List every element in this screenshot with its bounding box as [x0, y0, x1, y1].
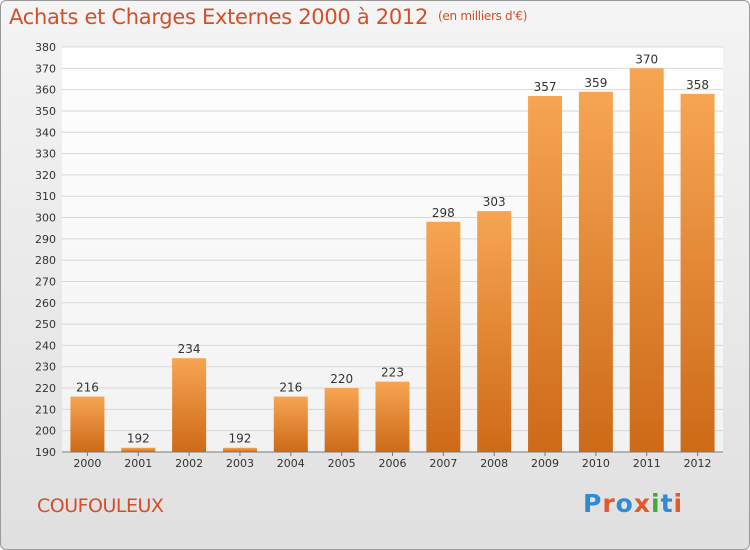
y-tick-label: 370 [35, 62, 56, 75]
chart-unit-label: (en milliers d'€) [438, 9, 528, 23]
bar-2012 [680, 93, 715, 452]
logo-letter: x [633, 489, 651, 518]
x-tick-label-2003: 2003 [226, 457, 254, 470]
logo-letter: P [583, 489, 603, 518]
x-tick-label-2008: 2008 [480, 457, 508, 470]
bar-2003 [222, 447, 257, 452]
y-tick-label: 340 [35, 126, 56, 139]
bar-2004 [273, 396, 308, 452]
data-label-2008: 303 [483, 195, 506, 209]
bar-2002 [172, 358, 207, 452]
data-label-2007: 298 [432, 206, 455, 220]
bar-2005 [324, 388, 359, 452]
bar-2008 [477, 211, 512, 452]
x-tick-label-2012: 2012 [684, 457, 712, 470]
x-tick-label-2010: 2010 [582, 457, 610, 470]
bar-2006 [375, 381, 410, 452]
y-tick-label: 260 [35, 297, 56, 310]
data-label-2006: 223 [381, 366, 404, 380]
logo-letter: r [602, 489, 616, 518]
y-tick-label: 250 [35, 318, 56, 331]
data-label-2001: 192 [127, 432, 150, 446]
data-label-2003: 192 [229, 432, 252, 446]
y-tick-label: 320 [35, 169, 56, 182]
y-tick-label: 200 [35, 425, 56, 438]
commune-name: COUFOULEUX [37, 495, 164, 517]
data-label-2004: 216 [279, 381, 302, 395]
y-tick-label: 380 [35, 41, 56, 54]
x-tick-label-2005: 2005 [328, 457, 356, 470]
data-label-2010: 359 [584, 76, 607, 90]
logo-letter: t [660, 489, 674, 518]
logo-letter: i [673, 489, 684, 518]
x-tick-label-2002: 2002 [175, 457, 203, 470]
data-label-2002: 234 [178, 342, 201, 356]
x-tick-label-2009: 2009 [531, 457, 559, 470]
y-tick-label: 350 [35, 105, 56, 118]
chart-title-text: Achats et Charges Externes 2000 à 2012 [9, 5, 429, 29]
y-tick-label: 290 [35, 233, 56, 246]
y-tick-label: 300 [35, 212, 56, 225]
data-label-2012: 358 [686, 78, 709, 92]
chart-title: Achats et Charges Externes 2000 à 2012 (e… [9, 5, 527, 29]
y-tick-label: 190 [35, 446, 56, 459]
bar-2001 [121, 447, 156, 452]
bar-2000 [70, 396, 105, 452]
x-tick-label-2001: 2001 [124, 457, 152, 470]
data-labels: 216 192 234 192 216 220 223 298 303 357 359 370 358 [76, 52, 709, 445]
y-tick-label: 280 [35, 254, 56, 267]
bar-2010 [578, 91, 613, 453]
bars [70, 68, 715, 453]
logo-letter: i [651, 489, 661, 518]
logo-letter: o [615, 489, 634, 518]
y-tick-label: 220 [35, 382, 56, 395]
y-tick-label: 210 [35, 403, 56, 416]
bar-2007 [426, 221, 461, 452]
bar-2011 [629, 68, 664, 452]
data-label-2000: 216 [76, 381, 99, 395]
x-tick-label-2000: 2000 [73, 457, 101, 470]
x-tick-label-2007: 2007 [429, 457, 457, 470]
y-tick-label: 310 [35, 190, 56, 203]
y-tick-label: 330 [35, 148, 56, 161]
data-label-2005: 220 [330, 372, 353, 386]
data-label-2009: 357 [534, 80, 557, 94]
y-tick-label: 360 [35, 84, 56, 97]
y-tick-label: 230 [35, 361, 56, 374]
y-tick-label: 240 [35, 339, 56, 352]
y-axis-ticks: 190 200 210 220 230 240 250 260 270 280 290 300 310 3… [35, 41, 56, 459]
x-tick-label-2004: 2004 [277, 457, 305, 470]
proxiti-logo: Proxiti [583, 489, 683, 518]
data-label-2011: 370 [635, 52, 658, 66]
x-axis-ticks: 2000 2001 2002 2003 2004 2005 2006 2007 2008 2009… [73, 452, 712, 470]
x-tick-label-2006: 2006 [379, 457, 407, 470]
y-tick-label: 270 [35, 275, 56, 288]
x-tick-label-2011: 2011 [633, 457, 661, 470]
bar-2009 [528, 96, 563, 453]
